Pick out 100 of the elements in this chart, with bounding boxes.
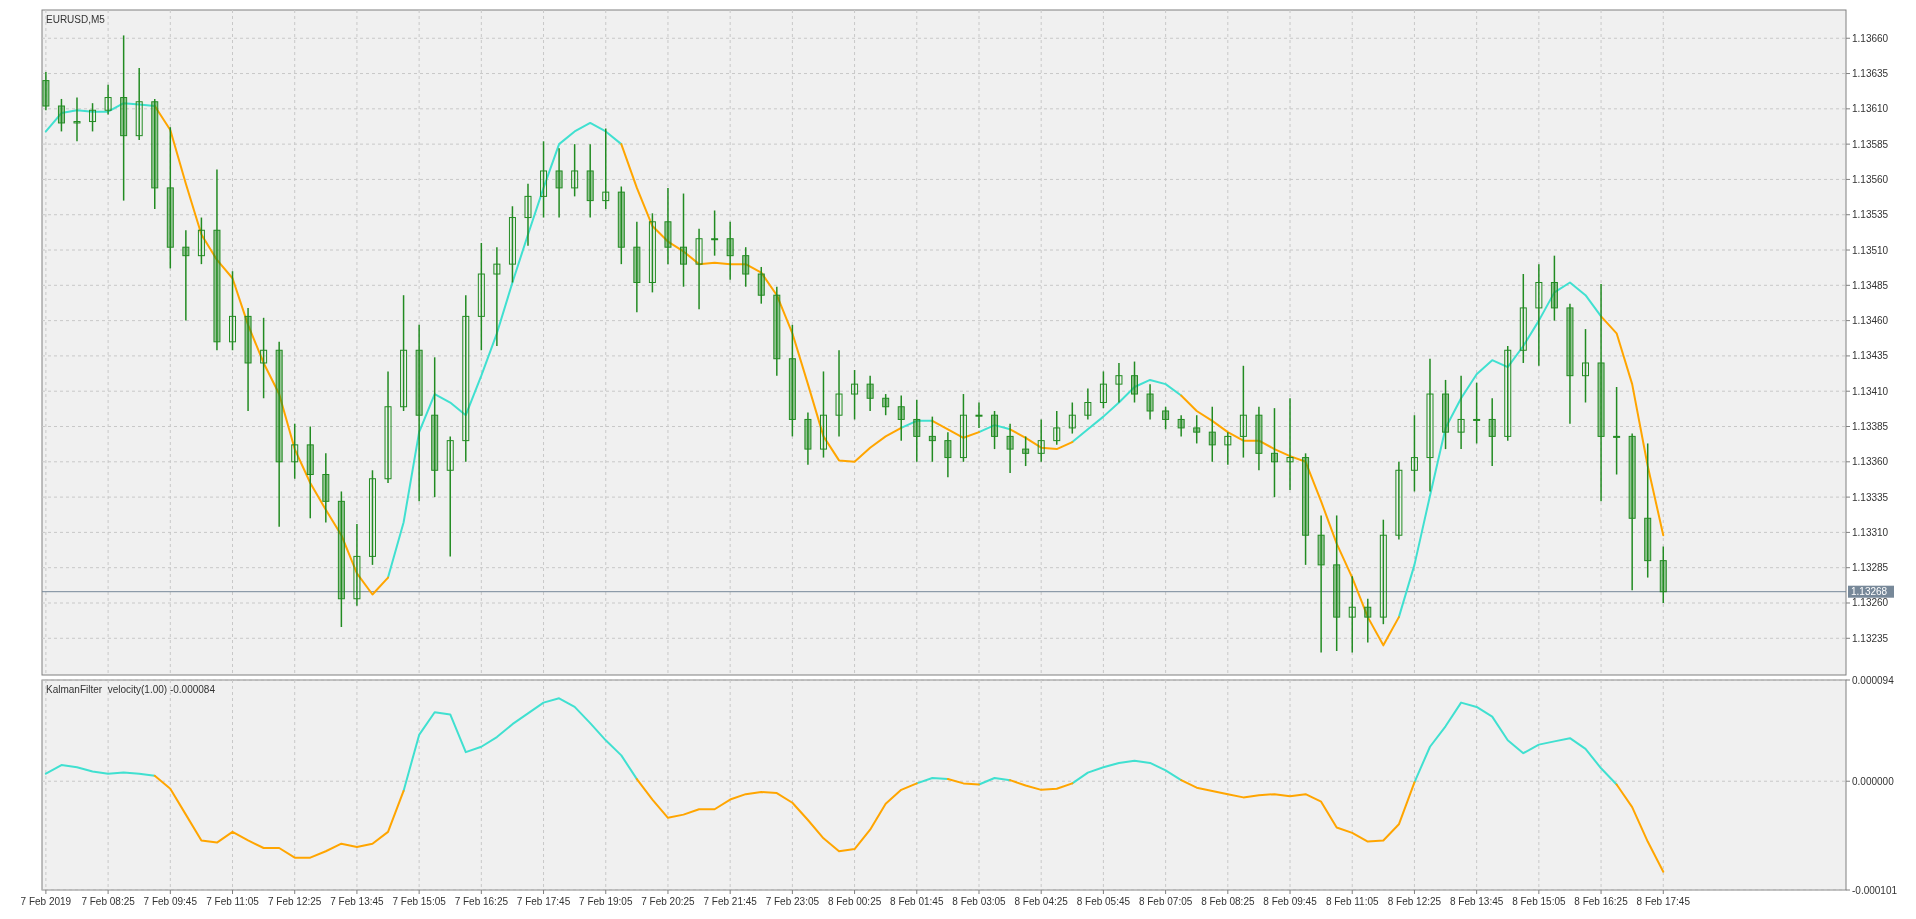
y-tick-label: 1.13235 (1852, 632, 1889, 644)
x-tick-label: 7 Feb 23:05 (765, 896, 820, 907)
candlestick (151, 98, 159, 210)
candlestick (1115, 362, 1123, 404)
candlestick (135, 67, 143, 141)
chart-title: KalmanFilter velocity(1.00) -0.000084 (46, 684, 216, 695)
candlestick (555, 147, 563, 219)
y-tick-label: 1.13535 (1852, 209, 1889, 221)
candlestick (1566, 302, 1574, 425)
y-tick-label: 1.13485 (1852, 279, 1889, 291)
candlestick (1162, 405, 1170, 431)
y-tick-label: 1.13585 (1852, 138, 1889, 150)
candlestick (1286, 397, 1294, 491)
candlestick (275, 341, 283, 528)
candlestick (431, 356, 439, 498)
x-tick-label: 8 Feb 07:05 (1138, 896, 1193, 907)
candlestick (368, 469, 376, 566)
candlestick (1535, 263, 1543, 367)
candlestick (57, 98, 65, 133)
candlestick (1208, 405, 1216, 463)
candlestick (400, 294, 408, 412)
x-tick-label: 7 Feb 15:05 (392, 896, 447, 907)
x-tick-label: 8 Feb 01:45 (890, 896, 944, 907)
candlestick (1255, 405, 1263, 472)
x-tick-label: 7 Feb 17:45 (516, 896, 571, 907)
candlestick (1457, 374, 1465, 450)
candlestick (633, 221, 641, 313)
candlestick (337, 490, 345, 628)
x-tick-label: 7 Feb 20:25 (641, 896, 696, 907)
candlestick (1099, 370, 1107, 409)
candlestick (928, 415, 936, 463)
candlestick (991, 410, 999, 450)
candlestick (695, 228, 703, 311)
candlestick (1177, 414, 1185, 438)
candlestick (1613, 386, 1621, 476)
candlestick (120, 34, 128, 202)
candlestick (306, 425, 314, 520)
x-tick-label: 8 Feb 12:25 (1387, 896, 1442, 907)
candlestick (353, 523, 361, 607)
candlestick (711, 209, 719, 257)
x-tick-label: 7 Feb 13:45 (330, 896, 385, 907)
candlestick (213, 168, 221, 352)
candlestick (446, 435, 454, 558)
candlestick (1410, 414, 1418, 493)
candlestick (1317, 514, 1325, 654)
candlestick (975, 401, 983, 429)
y-tick-label: 1.13635 (1852, 68, 1889, 80)
candlestick (571, 143, 579, 198)
candlestick (648, 212, 656, 294)
candlestick (1597, 283, 1605, 503)
candlestick (260, 317, 268, 400)
candlestick (384, 370, 392, 484)
candlestick (1131, 360, 1139, 404)
candlestick (244, 307, 252, 412)
candlestick (882, 393, 890, 416)
candlestick (1582, 328, 1590, 404)
y-tick-label: 1.13560 (1852, 173, 1889, 185)
x-tick-label: 8 Feb 11:05 (1325, 896, 1379, 907)
candlestick (913, 398, 921, 463)
y-tick-label: -0.000101 (1852, 884, 1898, 896)
candlestick (1395, 461, 1403, 541)
candlestick (1006, 422, 1014, 474)
x-tick-label: 8 Feb 16:25 (1574, 896, 1629, 907)
candlestick (1644, 442, 1652, 579)
candlestick (602, 127, 610, 210)
candlestick (1550, 254, 1558, 322)
x-tick-label: 7 Feb 08:25 (81, 896, 136, 907)
candlestick (1146, 383, 1154, 421)
candlestick (664, 187, 672, 265)
candlestick (680, 192, 688, 288)
candlestick (89, 102, 97, 133)
candlestick (1193, 414, 1201, 445)
candlestick (1037, 418, 1045, 463)
y-tick-label: 1.13410 (1852, 385, 1889, 397)
x-tick-label: 7 Feb 11:05 (206, 896, 260, 907)
y-tick-label: 1.13260 (1852, 597, 1889, 609)
candlestick (104, 84, 112, 116)
candlestick (586, 143, 594, 219)
y-tick-label: 1.13385 (1852, 421, 1889, 433)
candlestick (773, 285, 781, 377)
candlestick (197, 216, 205, 265)
x-tick-label: 8 Feb 09:45 (1263, 896, 1318, 907)
candlestick (1302, 452, 1310, 566)
x-tick-label: 7 Feb 12:25 (268, 896, 322, 907)
candlestick (1473, 381, 1481, 445)
chart-title: EURUSD,M5 (46, 14, 106, 25)
x-tick-label: 8 Feb 00:25 (827, 896, 882, 907)
candlestick (851, 369, 859, 421)
y-tick-label: 1.13510 (1852, 244, 1889, 256)
x-tick-label: 8 Feb 03:05 (952, 896, 1007, 907)
candlestick (1504, 345, 1512, 442)
candlestick (1659, 545, 1667, 604)
x-tick-label: 7 Feb 16:25 (454, 896, 509, 907)
candlestick (742, 246, 750, 288)
y-tick-label: 0.000000 (1852, 775, 1895, 787)
candlestick (897, 394, 905, 442)
candlestick (804, 411, 812, 466)
candlestick (1364, 598, 1372, 644)
candlestick (1348, 575, 1356, 654)
candlestick (1068, 401, 1076, 435)
